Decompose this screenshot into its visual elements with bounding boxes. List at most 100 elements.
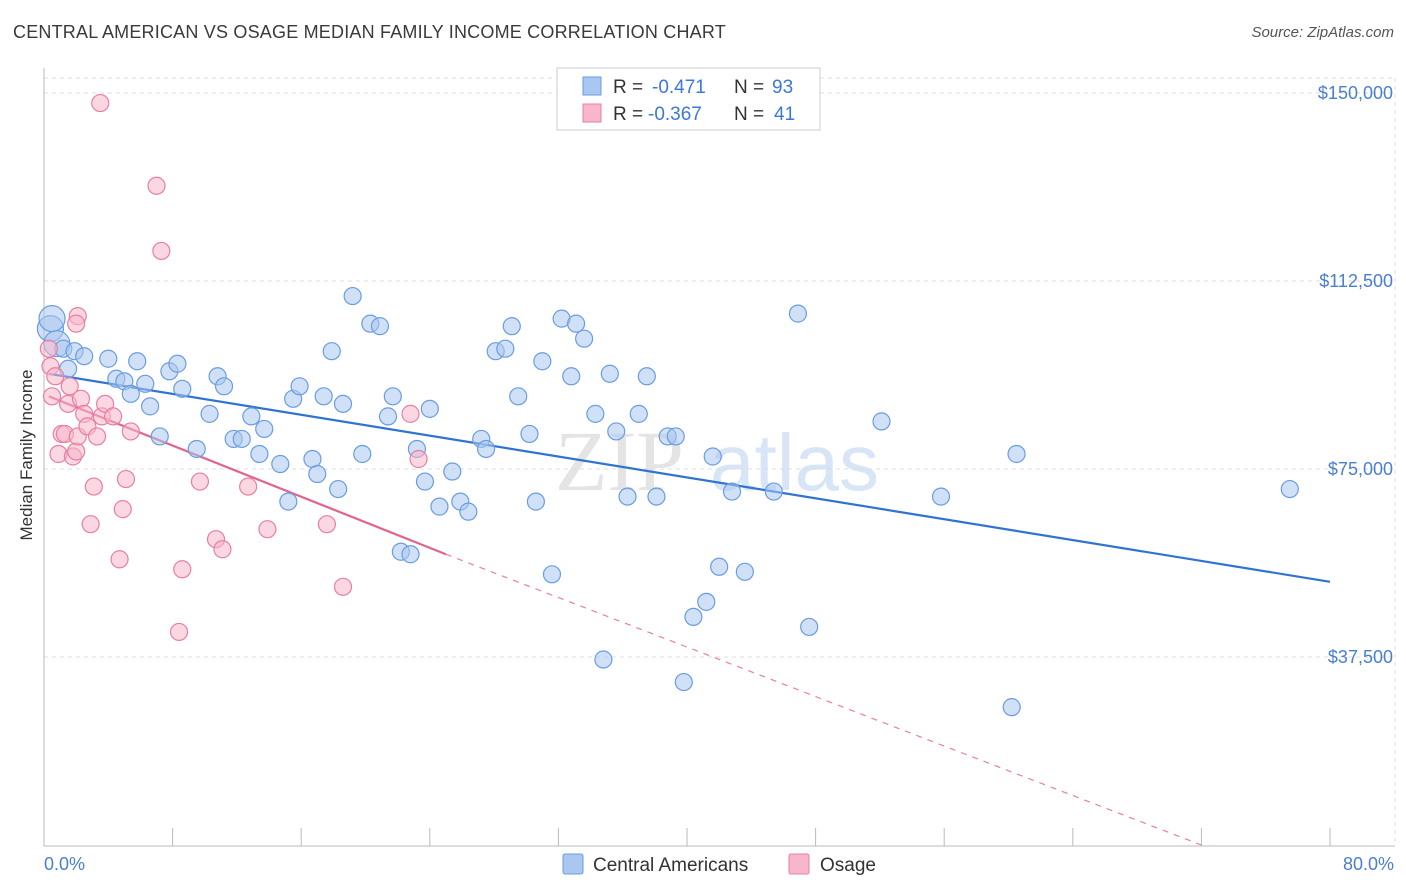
central-americans-point-80 [710,557,729,576]
central-americans-point-44 [401,545,420,564]
central-americans-point-78 [697,592,716,611]
central-americans-point-24 [242,407,261,426]
osage-point-8 [60,377,79,396]
central-americans-point-66 [586,404,605,423]
y-tick-label-0: $37,500 [1328,647,1393,667]
central-americans-point-68 [600,364,619,383]
central-americans-point-72 [637,367,656,386]
central-americans-point-79 [703,447,722,466]
legend-r-value-2: -0.367 [648,104,702,125]
central-americans-point-12 [136,374,155,393]
legend-swatch-blue [582,76,602,96]
central-americans-point-73 [647,487,666,506]
central-americans-point-53 [476,439,496,459]
legend-n-value-1: 93 [772,77,793,98]
central-americans-point-27 [271,454,290,474]
central-americans-point-64 [566,314,586,333]
central-americans-point-86 [872,412,891,431]
central-americans-point-25 [250,444,269,464]
bottom-legend-label-pink: Osage [820,855,876,876]
central-americans-point-28 [279,492,298,511]
central-americans-point-83 [764,482,783,501]
central-americans-point-60 [533,352,552,371]
series-osage [39,93,428,642]
central-americans-point-51 [459,502,478,521]
central-americans-point-59 [526,492,545,511]
bottom-legend-swatch-pink [788,853,810,875]
central-americans-point-32 [308,464,327,484]
central-americans-point-42 [383,387,402,406]
central-americans-point-21 [214,377,234,396]
central-americans-point-90 [1280,479,1299,499]
osage-point-26 [152,241,171,261]
osage-point-0 [39,339,58,358]
central-americans-point-18 [187,439,206,459]
central-americans-point-13 [140,397,160,416]
osage-point-27 [169,622,189,642]
central-americans-point-75 [666,427,685,446]
central-americans-point-89 [1002,698,1021,717]
osage-point-25 [147,176,166,195]
central-americans-point-67 [594,650,613,669]
central-americans-point-31 [303,449,322,469]
central-americans-point-26 [255,419,274,439]
osage-point-34 [317,515,337,534]
osage-point-21 [110,550,129,569]
legend-swatch-pink [582,103,602,123]
central-americans-point-70 [618,487,637,506]
central-americans-point-11 [128,352,147,371]
trend-line-osage-extension [445,553,1202,846]
central-americans-point-17 [173,379,192,398]
osage-point-15 [81,515,100,534]
osage-point-2 [42,387,62,406]
y-tick-label-2: $112,500 [1319,271,1393,291]
central-americans-point-69 [607,422,626,441]
osage-point-33 [258,520,277,539]
central-americans-point-16 [168,354,187,373]
central-americans-point-63 [562,367,581,386]
axes [43,68,1395,847]
central-americans-point-47 [420,399,439,418]
central-americans-point-55 [496,339,515,358]
legend-r-label-1: R = [613,77,643,98]
central-americans-point-7 [99,349,118,368]
central-americans-point-48 [430,497,449,516]
central-americans-point-30 [290,377,309,396]
series-central-americans [36,286,1299,717]
legend-r-label-2: R = [613,104,643,125]
osage-point-40 [67,314,86,333]
osage-point-20 [104,407,123,426]
osage-point-24 [121,422,140,441]
osage-point-23 [116,469,136,489]
central-americans-point-71 [629,404,648,423]
central-americans-point-61 [542,565,562,584]
series-legend: Central Americans Osage [562,853,876,876]
osage-point-32 [239,477,258,496]
central-americans-point-58 [520,424,539,444]
osage-point-16 [84,477,103,496]
osage-point-22 [113,500,132,519]
legend-n-value-2: 41 [774,104,795,125]
central-americans-point-37 [343,286,362,306]
central-americans-point-76 [674,672,693,692]
y-tick-labels: $37,500 $75,000 $112,500 $150,000 [1318,83,1393,667]
osage-point-28 [173,560,192,579]
central-americans-point-1 [38,305,66,333]
bottom-legend-label-blue: Central Americans [593,855,748,876]
central-americans-point-41 [378,407,398,426]
central-americans-point-85 [800,617,819,637]
x-tick-max: 80.0% [1343,854,1394,874]
central-americans-point-6 [75,347,94,366]
chart-title: CENTRAL AMERICAN VS OSAGE MEDIAN FAMILY … [13,22,726,42]
central-americans-point-81 [722,482,742,501]
osage-point-17 [87,427,107,446]
central-americans-point-36 [333,394,353,413]
central-americans-point-88 [1007,444,1026,464]
legend-n-label-1: N = [734,77,764,98]
osage-point-12 [71,389,91,408]
central-americans-point-87 [931,487,951,506]
central-americans-point-49 [443,462,462,481]
central-americans-point-77 [684,607,703,627]
y-axis-label: Median Family Income [17,369,36,540]
